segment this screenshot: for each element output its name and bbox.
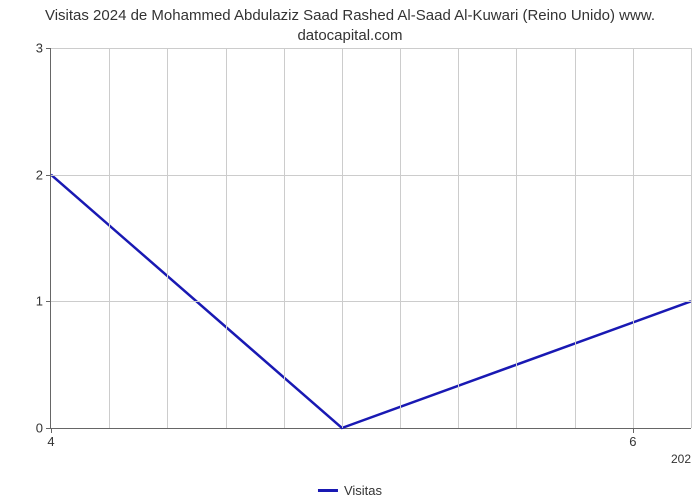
x-tick-mark xyxy=(51,428,52,433)
grid-line-v xyxy=(575,48,576,428)
grid-line-v xyxy=(458,48,459,428)
title-line1: Visitas 2024 de Mohammed Abdulaziz Saad … xyxy=(45,7,655,24)
plot-area: 012346202 xyxy=(50,48,691,429)
grid-line-v xyxy=(342,48,343,428)
y-tick-label: 2 xyxy=(36,167,43,182)
grid-line-h xyxy=(51,48,691,49)
legend-label: Visitas xyxy=(344,483,382,498)
x-tick-label: 6 xyxy=(629,434,636,449)
legend-swatch xyxy=(318,489,338,492)
grid-line-v xyxy=(516,48,517,428)
grid-line-v xyxy=(226,48,227,428)
y-tick-mark xyxy=(46,175,51,176)
grid-line-v xyxy=(284,48,285,428)
grid-line-v xyxy=(167,48,168,428)
x-tick-mark xyxy=(633,428,634,433)
y-tick-label: 0 xyxy=(36,421,43,436)
chart-container: Visitas 2024 de Mohammed Abdulaziz Saad … xyxy=(0,0,700,500)
chart-title: Visitas 2024 de Mohammed Abdulaziz Saad … xyxy=(0,0,700,45)
x-right-label: 202 xyxy=(671,452,691,466)
grid-line-v xyxy=(691,48,692,428)
y-tick-mark xyxy=(46,48,51,49)
grid-line-v xyxy=(633,48,634,428)
y-tick-label: 1 xyxy=(36,294,43,309)
grid-line-v xyxy=(400,48,401,428)
legend: Visitas xyxy=(318,483,382,498)
grid-line-h xyxy=(51,301,691,302)
title-line2: datocapital.com xyxy=(297,27,402,44)
y-tick-mark xyxy=(46,301,51,302)
line-series xyxy=(51,48,691,428)
x-tick-label: 4 xyxy=(47,434,54,449)
y-tick-label: 3 xyxy=(36,41,43,56)
grid-line-v xyxy=(109,48,110,428)
grid-line-h xyxy=(51,175,691,176)
